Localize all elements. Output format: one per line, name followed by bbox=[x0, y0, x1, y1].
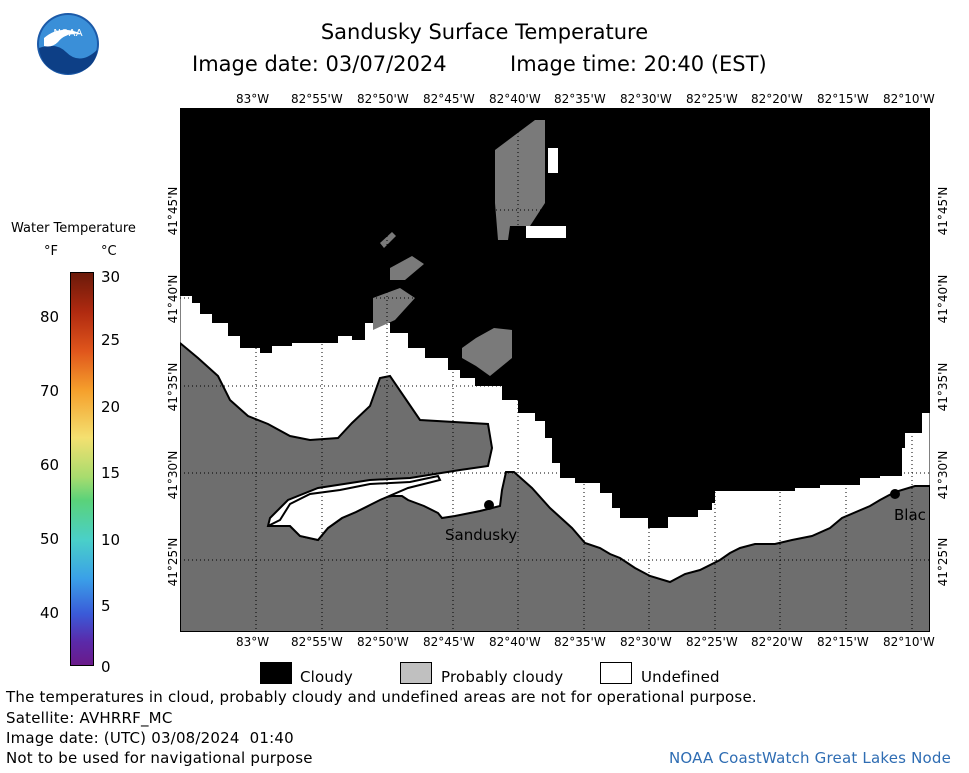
lat-label: 41°25'N bbox=[936, 537, 950, 587]
c-tick: 10 bbox=[101, 531, 121, 549]
probably-cloudy-area bbox=[390, 256, 424, 280]
lon-label: 82°45'W bbox=[423, 92, 475, 106]
legend-label-undefined: Undefined bbox=[641, 668, 720, 686]
lon-label: 83°W bbox=[236, 92, 270, 106]
c-tick: 0 bbox=[101, 658, 111, 676]
probably-cloudy-area bbox=[180, 341, 930, 632]
undefined-area bbox=[267, 474, 442, 542]
lon-label: 82°10'W bbox=[883, 635, 935, 649]
lon-label: 82°55'W bbox=[291, 635, 343, 649]
c-tick: 30 bbox=[101, 268, 121, 286]
lon-label: 82°25'W bbox=[686, 92, 738, 106]
legend-swatch-probably-cloudy bbox=[400, 662, 432, 684]
image-time: Image time: 20:40 (EST) bbox=[510, 52, 767, 76]
navigation-warning: Not to be used for navigational purpose bbox=[6, 749, 313, 767]
f-tick: 70 bbox=[40, 382, 60, 400]
satellite-info: Satellite: AVHRRF_MC bbox=[6, 709, 173, 727]
lon-label: 82°50'W bbox=[357, 92, 409, 106]
noaa-logo-icon: NOAA bbox=[37, 13, 99, 75]
sandusky-marker bbox=[484, 500, 494, 510]
legend-swatch-undefined bbox=[600, 662, 632, 684]
lon-label: 82°50'W bbox=[357, 635, 409, 649]
f-tick: 50 bbox=[40, 530, 60, 548]
lat-label: 41°45'N bbox=[166, 186, 180, 236]
c-tick: 20 bbox=[101, 398, 121, 416]
lon-label: 82°10'W bbox=[883, 92, 935, 106]
graticule bbox=[180, 108, 930, 632]
colorbar-title: Water Temperature bbox=[11, 221, 136, 236]
credit: NOAA CoastWatch Great Lakes Node bbox=[669, 749, 952, 767]
disclaimer: The temperatures in cloud, probably clou… bbox=[6, 688, 757, 706]
bay-marker bbox=[890, 489, 900, 499]
lon-label: 82°15'W bbox=[817, 635, 869, 649]
colorbar bbox=[70, 272, 94, 666]
lon-label: 82°40'W bbox=[489, 635, 541, 649]
undefined-area bbox=[548, 148, 558, 173]
lat-label: 41°40'N bbox=[166, 274, 180, 324]
lon-label: 82°15'W bbox=[817, 92, 869, 106]
colorbar-unit-c: °C bbox=[101, 244, 117, 259]
lon-label: 82°20'W bbox=[751, 92, 803, 106]
lon-label: 82°40'W bbox=[489, 92, 541, 106]
lon-label: 82°25'W bbox=[686, 635, 738, 649]
lat-label: 41°40'N bbox=[936, 274, 950, 324]
svg-text:NOAA: NOAA bbox=[53, 28, 82, 39]
c-tick: 25 bbox=[101, 331, 121, 349]
map-panel: Sandusky Blac bbox=[180, 108, 930, 632]
lat-label: 41°45'N bbox=[936, 186, 950, 236]
page-title: Sandusky Surface Temperature bbox=[320, 20, 649, 44]
undefined-area bbox=[526, 226, 566, 238]
lat-label: 41°30'N bbox=[166, 450, 180, 500]
f-tick: 40 bbox=[40, 604, 60, 622]
lon-label: 83°W bbox=[236, 635, 270, 649]
cloudy-area bbox=[180, 108, 930, 528]
c-tick: 5 bbox=[101, 597, 111, 615]
bay-label: Blac bbox=[894, 506, 926, 524]
probably-cloudy-area bbox=[380, 232, 396, 248]
undefined-area bbox=[905, 433, 917, 453]
legend-swatch-cloudy bbox=[260, 662, 292, 684]
lat-label: 41°25'N bbox=[166, 537, 180, 587]
colorbar-unit-f: °F bbox=[44, 244, 58, 259]
lat-label: 41°30'N bbox=[936, 450, 950, 500]
lon-label: 82°45'W bbox=[423, 635, 475, 649]
legend-label-probably-cloudy: Probably cloudy bbox=[441, 668, 564, 686]
lat-label: 41°35'N bbox=[936, 362, 950, 412]
legend-label-cloudy: Cloudy bbox=[300, 668, 353, 686]
lon-label: 82°35'W bbox=[554, 635, 606, 649]
probably-cloudy-area bbox=[462, 328, 512, 376]
lon-label: 82°35'W bbox=[554, 92, 606, 106]
utc-date: Image date: (UTC) 03/08/2024 01:40 bbox=[6, 729, 294, 747]
lon-label: 82°55'W bbox=[291, 92, 343, 106]
f-tick: 60 bbox=[40, 456, 60, 474]
lat-label: 41°35'N bbox=[166, 362, 180, 412]
lon-label: 82°30'W bbox=[620, 635, 672, 649]
map-canvas: Sandusky Blac bbox=[180, 108, 930, 632]
f-tick: 80 bbox=[40, 308, 60, 326]
noaa-logo: NOAA bbox=[36, 12, 100, 76]
image-date: Image date: 03/07/2024 bbox=[192, 52, 447, 76]
lon-label: 82°30'W bbox=[620, 92, 672, 106]
lon-label: 82°20'W bbox=[751, 635, 803, 649]
c-tick: 15 bbox=[101, 464, 121, 482]
sandusky-label: Sandusky bbox=[445, 526, 517, 544]
